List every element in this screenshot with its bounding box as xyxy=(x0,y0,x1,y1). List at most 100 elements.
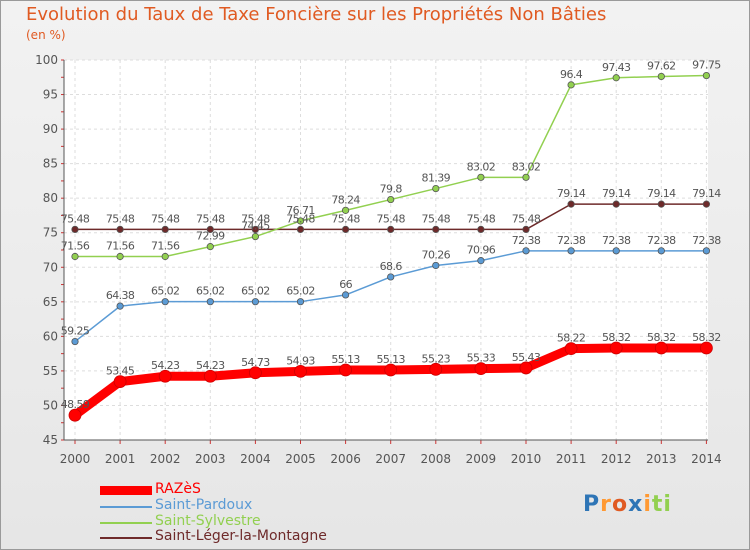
legend-swatch-saint-pardoux xyxy=(100,506,152,508)
data-label-raz-s: 55.23 xyxy=(422,352,451,365)
x-tick-label: 2001 xyxy=(105,452,136,466)
y-tick-label: 55 xyxy=(43,364,58,378)
data-label-raz-s: 54.23 xyxy=(196,359,225,372)
data-point-saint-sylvestre xyxy=(387,195,395,204)
data-point-raz-s xyxy=(700,341,713,355)
data-point-saint-pardoux xyxy=(702,247,711,255)
x-tick-label: 2004 xyxy=(240,452,271,466)
data-point-raz-s xyxy=(429,362,443,376)
data-point-saint-pardoux xyxy=(161,298,169,306)
x-tick-label: 2010 xyxy=(511,452,542,466)
data-point-saint-pardoux xyxy=(387,273,395,281)
data-point-raz-s xyxy=(474,362,488,376)
y-tick-label: 85 xyxy=(43,157,58,171)
data-point-saint-l-ger-la-montagne xyxy=(387,225,395,234)
data-label-saint-pardoux: 59.25 xyxy=(61,325,90,338)
x-tick-label: 2003 xyxy=(195,452,226,466)
x-tick-label: 2008 xyxy=(421,452,452,466)
logo-letter: i xyxy=(643,492,652,517)
data-label-saint-sylvestre: 83.02 xyxy=(467,160,496,173)
data-label-saint-pardoux: 70.26 xyxy=(422,248,451,261)
data-point-saint-l-ger-la-montagne xyxy=(657,200,665,208)
data-point-saint-pardoux xyxy=(341,291,350,299)
logo-letter: t xyxy=(651,492,664,517)
data-label-saint-sylvestre: 81.39 xyxy=(422,172,451,185)
data-point-saint-pardoux xyxy=(71,337,79,346)
data-point-saint-l-ger-la-montagne xyxy=(702,200,711,208)
data-point-saint-pardoux xyxy=(296,298,305,306)
y-tick-label: 95 xyxy=(43,88,58,102)
legend-label-razes: RAZèS xyxy=(155,481,201,497)
data-label-saint-sylvestre: 78.24 xyxy=(331,193,360,206)
data-point-raz-s xyxy=(68,408,82,422)
data-label-saint-sylvestre: 71.56 xyxy=(151,239,180,252)
data-label-saint-pardoux: 64.38 xyxy=(106,289,135,302)
data-label-saint-pardoux: 65.02 xyxy=(286,285,315,298)
data-label-raz-s: 54.23 xyxy=(151,359,180,372)
data-label-saint-l-ger-la-montagne: 75.48 xyxy=(422,212,451,225)
x-tick-label: 2000 xyxy=(60,452,91,466)
x-tick-label: 2012 xyxy=(601,452,632,466)
data-label-saint-l-ger-la-montagne: 75.48 xyxy=(331,212,360,225)
data-label-raz-s: 58.22 xyxy=(557,332,586,345)
data-point-raz-s xyxy=(384,363,398,377)
data-label-raz-s: 55.13 xyxy=(376,353,405,366)
data-label-saint-sylvestre: 72.99 xyxy=(196,230,225,243)
x-tick-label: 2006 xyxy=(330,452,361,466)
data-label-saint-pardoux: 72.38 xyxy=(512,234,541,247)
data-label-saint-pardoux: 65.02 xyxy=(241,285,270,298)
data-label-saint-l-ger-la-montagne: 79.14 xyxy=(692,187,721,200)
data-label-saint-pardoux: 72.38 xyxy=(602,234,631,247)
data-point-raz-s xyxy=(609,341,623,355)
data-point-saint-pardoux xyxy=(116,302,124,310)
data-point-saint-l-ger-la-montagne xyxy=(71,225,79,234)
data-label-saint-l-ger-la-montagne: 75.48 xyxy=(512,212,541,225)
data-label-raz-s: 55.33 xyxy=(467,352,496,365)
data-label-saint-sylvestre: 74.45 xyxy=(241,220,270,233)
data-label-raz-s: 54.93 xyxy=(286,354,315,367)
data-label-saint-l-ger-la-montagne: 75.48 xyxy=(196,212,225,225)
logo-letter: P xyxy=(583,492,601,517)
x-tick-label: 2009 xyxy=(466,452,497,466)
data-point-saint-l-ger-la-montagne xyxy=(251,225,259,234)
data-label-saint-pardoux: 70.96 xyxy=(467,244,496,257)
legend-swatch-saint-sylvestre xyxy=(100,522,152,524)
data-label-saint-pardoux: 65.02 xyxy=(196,285,225,298)
data-point-saint-pardoux xyxy=(657,247,665,255)
data-point-saint-pardoux xyxy=(206,298,214,306)
data-point-saint-l-ger-la-montagne xyxy=(341,225,350,234)
data-point-saint-sylvestre xyxy=(432,184,440,193)
data-point-saint-sylvestre xyxy=(341,206,350,214)
data-point-saint-sylvestre xyxy=(206,243,214,251)
data-label-saint-l-ger-la-montagne: 75.48 xyxy=(241,212,270,225)
x-tick-label: 2005 xyxy=(285,452,316,466)
chart-title: Evolution du Taux de Taxe Foncière sur l… xyxy=(26,4,607,25)
data-label-raz-s: 55.13 xyxy=(331,353,360,366)
data-point-saint-sylvestre xyxy=(612,74,620,82)
data-label-raz-s: 58.32 xyxy=(602,331,631,344)
data-label-saint-l-ger-la-montagne: 75.48 xyxy=(151,212,180,225)
data-point-saint-pardoux xyxy=(251,298,259,306)
legend-label-saint-leger: Saint-Léger-la-Montagne xyxy=(155,528,327,544)
data-label-saint-l-ger-la-montagne: 79.14 xyxy=(557,187,586,200)
x-tick-label: 2013 xyxy=(646,452,677,466)
data-label-raz-s: 58.32 xyxy=(647,331,676,344)
data-label-saint-pardoux: 68.6 xyxy=(380,260,403,273)
y-tick-label: 100 xyxy=(35,53,58,67)
data-point-saint-l-ger-la-montagne xyxy=(432,225,440,234)
logo-letter: r xyxy=(600,492,612,517)
data-label-saint-l-ger-la-montagne: 75.48 xyxy=(61,212,90,225)
data-point-saint-l-ger-la-montagne xyxy=(161,225,169,234)
y-tick-label: 75 xyxy=(43,226,58,240)
data-point-saint-sylvestre xyxy=(477,173,485,181)
data-label-saint-sylvestre: 71.56 xyxy=(61,239,90,252)
data-label-raz-s: 55.43 xyxy=(512,351,541,364)
data-point-raz-s xyxy=(654,341,668,355)
data-label-saint-l-ger-la-montagne: 75.48 xyxy=(106,212,135,225)
proxiti-logo: Proxiti xyxy=(583,492,672,517)
y-tick-label: 70 xyxy=(43,260,58,274)
data-label-saint-l-ger-la-montagne: 75.48 xyxy=(467,212,496,225)
data-point-saint-sylvestre xyxy=(116,252,124,261)
x-tick-label: 2002 xyxy=(150,452,181,466)
